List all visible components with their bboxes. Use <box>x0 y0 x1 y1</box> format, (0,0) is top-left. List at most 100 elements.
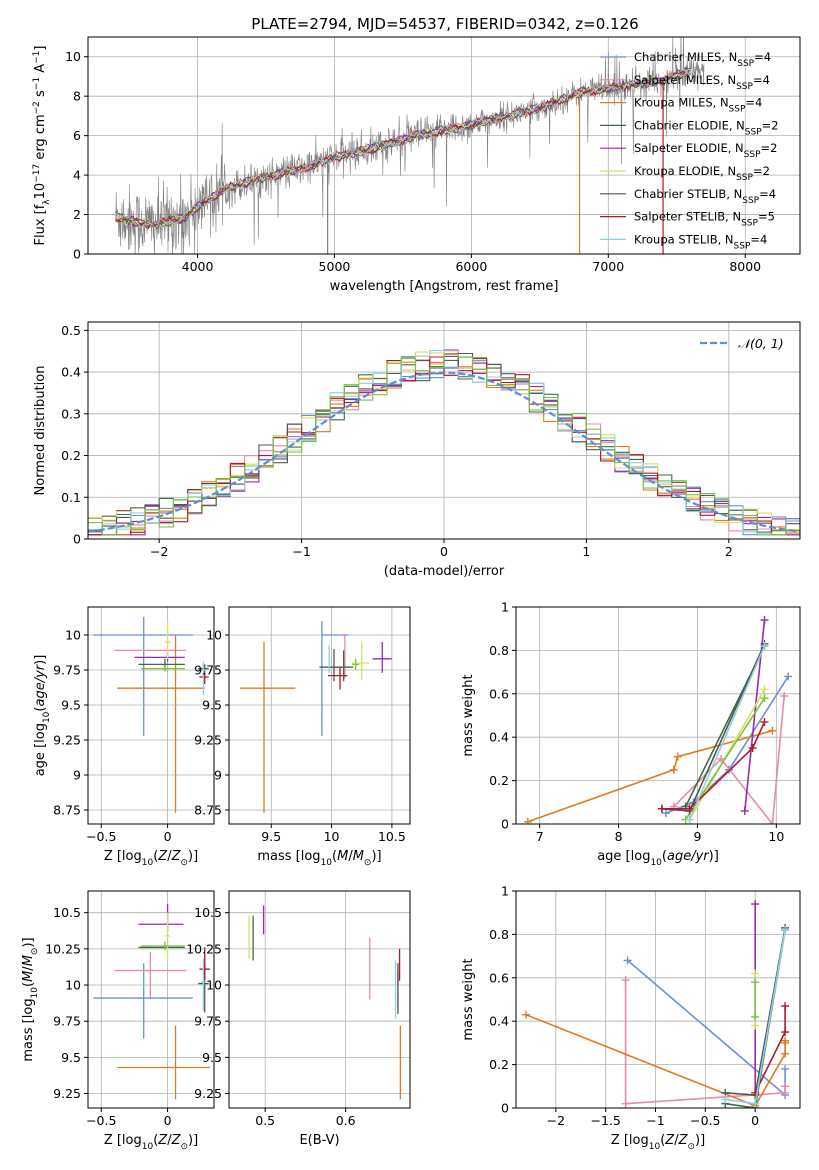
axes-frame <box>87 36 801 255</box>
grid <box>516 890 800 1109</box>
errorbar-point <box>321 621 349 736</box>
plot-area <box>523 616 793 824</box>
x-tick-label: 6000 <box>455 259 487 274</box>
axes-frame <box>228 890 411 1109</box>
y-tick-label: 9 <box>73 768 81 783</box>
y-tick-label: 0.4 <box>489 730 509 745</box>
y-tick-label: 0.3 <box>61 406 81 421</box>
x-tick-label: 4000 <box>182 259 214 274</box>
y-tick-label: 9.5 <box>202 698 222 713</box>
x-tick-label: 1 <box>582 544 590 559</box>
mass-weight-line <box>688 645 766 821</box>
y-tick-label: 0.8 <box>489 927 509 942</box>
plot-area <box>93 616 209 813</box>
y-tick-label: 8.75 <box>194 803 222 818</box>
x-axis-label: Z [log10(Z/Z⊙)] <box>104 1133 198 1152</box>
grid <box>229 607 410 824</box>
y-tick-label: 0 <box>73 532 81 547</box>
mass-weight-line <box>665 675 789 814</box>
x-tick-label: −1 <box>292 544 310 559</box>
y-axis-label: mass [log10(M/M⊙)] <box>21 937 40 1061</box>
plot-area <box>114 37 705 254</box>
legend-label: Kroupa MILES, NSSP=4 <box>634 96 762 115</box>
x-tick-label: −1.5 <box>591 1113 621 1128</box>
y-axis-label: age [log10(age/yr)] <box>33 655 52 777</box>
legend-label: Chabrier STELIB, NSSP=4 <box>634 187 776 206</box>
y-tick-label: 9 <box>214 768 222 783</box>
plus-marker <box>623 956 632 965</box>
x-tick-label: 7000 <box>592 259 624 274</box>
plus-marker <box>673 752 682 761</box>
panel-residuals: −2 −1 0 1 2 0 0.1 0.2 0.3 0.4 0.5 𝒩(0, 1) (data-mode… <box>33 321 801 579</box>
x-tick-label: 9 <box>693 829 701 844</box>
plus-marker <box>523 817 532 824</box>
histogram-step <box>88 350 800 536</box>
y-tick-label: 0 <box>73 247 81 262</box>
legend-label: Chabrier ELODIE, NSSP=2 <box>634 118 779 137</box>
y-tick-label: 0.1 <box>61 490 81 505</box>
y-tick-label: 0.2 <box>61 448 81 463</box>
y-tick-label: 9.25 <box>194 733 222 748</box>
y-tick-label: 8 <box>73 89 81 104</box>
plus-marker <box>781 1028 790 1037</box>
x-axis-label: Z [log10(Z/Z⊙)] <box>611 1133 705 1152</box>
errorbar-point <box>117 1025 211 1100</box>
plus-marker <box>781 926 790 935</box>
x-tick-label: −0.5 <box>86 829 116 844</box>
plus-marker <box>685 815 694 824</box>
x-tick-label: 8000 <box>729 259 761 274</box>
x-axis-label: wavelength [Angstrom, rest frame] <box>330 279 559 294</box>
errorbar-point <box>372 642 392 673</box>
plot-area <box>248 905 401 1100</box>
legend-label: Kroupa STELIB, NSSP=4 <box>634 232 767 251</box>
y-tick-label: 9.25 <box>194 1086 222 1101</box>
y-tick-label: 10.25 <box>45 941 81 956</box>
y-axis-label: mass weight <box>461 958 476 1040</box>
y-tick-label: 9.25 <box>53 733 81 748</box>
plus-marker <box>781 1002 790 1011</box>
errorbar-point <box>164 621 171 659</box>
x-tick-label: −2 <box>547 1113 565 1128</box>
plus-marker <box>621 975 630 984</box>
y-tick-label: 2 <box>73 207 81 222</box>
errorbar-point <box>239 642 296 813</box>
mass-weight-line <box>661 721 766 810</box>
plus-marker <box>760 642 769 651</box>
plus-marker <box>781 1064 790 1073</box>
x-tick-label: 5000 <box>319 259 351 274</box>
legend-label: Kroupa ELODIE, NSSP=2 <box>634 164 770 183</box>
y-tick-label: 0.2 <box>489 1057 509 1072</box>
y-tick-label: 10.5 <box>194 905 222 920</box>
panel-mass_vs_Z: −0.5 0 9.25 9.5 9.75 10 10.25 10.5 Z [log10(Z/Z⊙… <box>21 890 215 1152</box>
plus-marker <box>521 1010 530 1019</box>
panel-age_vs_Z: −0.5 0 8.75 9 9.25 9.5 9.75 10 Z [log10(Z/Z⊙)] ag… <box>33 606 215 868</box>
plus-marker <box>784 672 793 681</box>
errorbar-point <box>319 650 354 682</box>
y-axis-label: Normed distribution <box>33 366 48 496</box>
y-tick-label: 10 <box>206 628 222 643</box>
errorbar-point <box>114 951 187 999</box>
y-tick-label: 0 <box>501 1101 509 1116</box>
grid <box>88 891 214 1108</box>
y-axis-label: mass weight <box>461 674 476 756</box>
x-axis-label: (data-model)/error <box>384 564 505 579</box>
x-tick-label: 10.5 <box>378 829 406 844</box>
y-tick-label: 0.5 <box>61 323 81 338</box>
y-tick-label: 9.75 <box>194 1014 222 1029</box>
plus-marker <box>781 1082 790 1091</box>
y-tick-label: 9.75 <box>53 663 81 678</box>
plus-marker <box>751 978 760 987</box>
y-tick-label: 0.4 <box>61 365 81 380</box>
y-axis-label: Flux [fλ10−17 erg cm−2 s−1 A−1] <box>32 46 52 246</box>
errorbar-point <box>164 912 171 962</box>
x-tick-label: −1 <box>646 1113 664 1128</box>
errorbar-point <box>199 672 209 684</box>
plus-marker <box>751 1099 760 1108</box>
errorbar-point <box>134 653 185 662</box>
x-tick-label: 7 <box>536 829 544 844</box>
y-tick-label: 0.6 <box>489 970 509 985</box>
y-tick-label: 10 <box>65 978 81 993</box>
errorbar-point <box>327 667 348 690</box>
x-axis-label: Z [log10(Z/Z⊙)] <box>104 849 198 868</box>
axes-frame <box>515 890 801 1109</box>
